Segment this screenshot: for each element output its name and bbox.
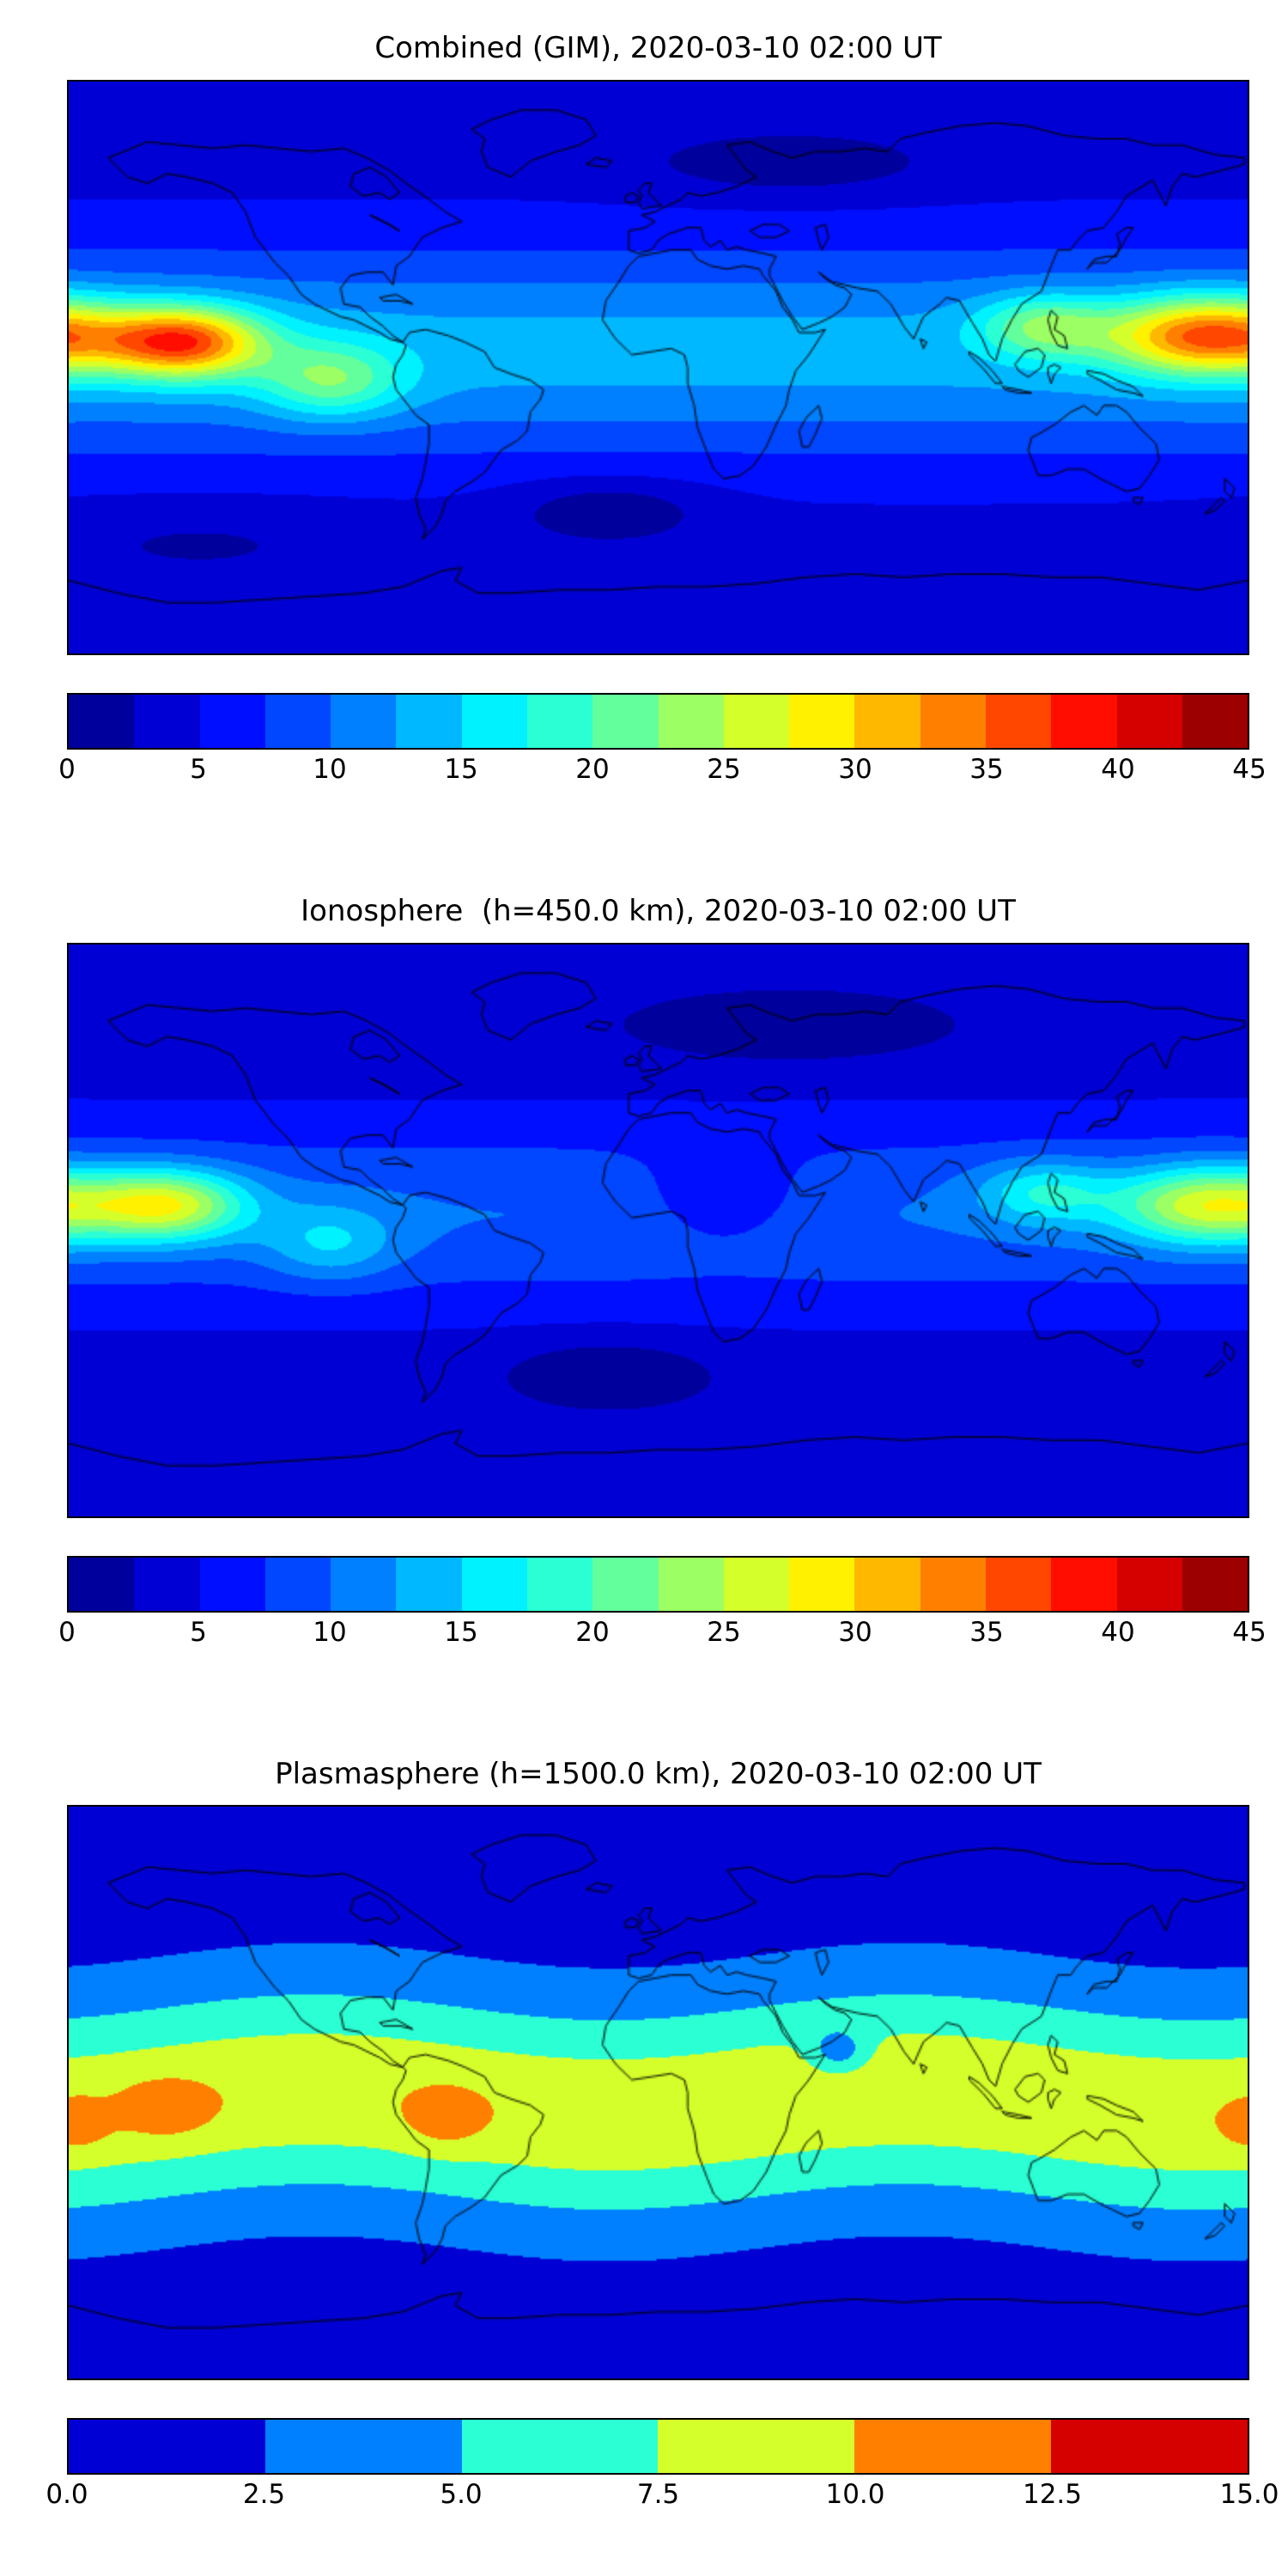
colorbar-tick-label: 10 [313, 1616, 347, 1648]
colorbar-segment [199, 694, 265, 748]
colorbar-segment [264, 2420, 462, 2474]
colorbar-tick-label: 15.0 [1219, 2479, 1279, 2511]
colorbar-segment [134, 1557, 200, 1611]
colorbar-segment [69, 694, 135, 748]
colorbar-segment [920, 1557, 986, 1611]
colorbar-segment [658, 1557, 724, 1611]
colorbar-tick-label: 20 [575, 753, 610, 785]
colorbar-tick-label: 0 [58, 753, 76, 785]
figure: Combined (GIM), 2020-03-10 02:00 UT 0 5 10… [46, 31, 1279, 2518]
colorbar-tick-label: 40 [1101, 1616, 1135, 1648]
map-plasmasphere-canvas [69, 1807, 1248, 2379]
map-combined [67, 79, 1249, 655]
colorbar-segment [461, 1557, 527, 1611]
colorbar-tick-label: 45 [1232, 753, 1267, 785]
colorbar-segment [985, 1557, 1052, 1611]
colorbar-segment [461, 2420, 659, 2474]
colorbar-tick-label: 0.0 [46, 2479, 88, 2511]
colorbar-tick-label: 2.5 [242, 2479, 286, 2511]
colorbar-tick-label: 35 [969, 1616, 1004, 1648]
colorbar-segment [789, 1557, 855, 1611]
colorbar-segment [69, 1557, 135, 1611]
colorbar-segment [396, 1557, 462, 1611]
colorbar-tick-label: 7.5 [636, 2479, 680, 2511]
colorbar-segment [264, 694, 331, 748]
colorbar-segment [854, 2420, 1052, 2474]
colorbar-tick-label: 12.5 [1022, 2479, 1083, 2511]
colorbar-segment [592, 694, 659, 748]
colorbar-tick-label: 25 [707, 753, 741, 785]
panel-plasmasphere: Plasmasphere (h=1500.0 km), 2020-03-10 0… [46, 1756, 1279, 2518]
colorbar-tick-label: 5.0 [440, 2479, 483, 2511]
colorbar-tick-label: 35 [969, 753, 1004, 785]
colorbar-tick-label: 30 [838, 753, 872, 785]
colorbar-segment [658, 694, 724, 748]
panel-combined: Combined (GIM), 2020-03-10 02:00 UT 0 5 10… [58, 31, 1267, 793]
colorbar-tick-label: 15 [444, 753, 478, 785]
colorbar-segment [1051, 694, 1117, 748]
colorbar-tick-label: 20 [575, 1616, 610, 1648]
map-plasmasphere [67, 1805, 1249, 2381]
colorbar-segment [1116, 694, 1182, 748]
colorbar-segment [854, 1557, 920, 1611]
colorbar-segment [1182, 694, 1249, 748]
colorbar-segment [69, 2420, 265, 2474]
colorbar-combined-ticks: 0 5 10 15 20 25 30 35 40 45 [58, 753, 1267, 793]
colorbar-segment [331, 1557, 397, 1611]
map-ionosphere [67, 942, 1249, 1518]
colorbar-tick-label: 5 [190, 753, 207, 785]
colorbar-segment [789, 694, 855, 748]
colorbar-tick-label: 10 [313, 753, 347, 785]
colorbar-segment [264, 1557, 331, 1611]
colorbar-segment [592, 1557, 659, 1611]
colorbar-tick-label: 5 [190, 1616, 207, 1648]
colorbar-plasmasphere-ticks: 0.0 2.5 5.0 7.5 10.0 12.5 15.0 [46, 2479, 1279, 2518]
colorbar-segment [526, 694, 593, 748]
colorbar-plasmasphere [67, 2418, 1249, 2476]
colorbar-segment [1051, 1557, 1117, 1611]
colorbar-segment [854, 694, 920, 748]
colorbar-ionosphere-ticks: 0 5 10 15 20 25 30 35 40 45 [58, 1616, 1267, 1656]
colorbar-tick-label: 30 [838, 1616, 872, 1648]
colorbar-segment [396, 694, 462, 748]
map-combined-canvas [69, 81, 1248, 653]
panel-ionosphere: Ionosphere (h=450.0 km), 2020-03-10 02:0… [58, 893, 1267, 1656]
colorbar-tick-label: 0 [58, 1616, 76, 1648]
colorbar-segment [985, 694, 1052, 748]
colorbar-tick-label: 25 [707, 1616, 741, 1648]
panel-ionosphere-title: Ionosphere (h=450.0 km), 2020-03-10 02:0… [301, 893, 1016, 928]
panel-plasmasphere-title: Plasmasphere (h=1500.0 km), 2020-03-10 0… [275, 1756, 1042, 1791]
colorbar-tick-label: 15 [444, 1616, 478, 1648]
map-ionosphere-canvas [69, 944, 1248, 1516]
colorbar-segment [723, 1557, 790, 1611]
colorbar-tick-label: 45 [1232, 1616, 1267, 1648]
colorbar-segment [134, 694, 200, 748]
colorbar-segment [526, 1557, 593, 1611]
colorbar-tick-label: 10.0 [825, 2479, 885, 2511]
colorbar-segment [1116, 1557, 1182, 1611]
colorbar-segment [199, 1557, 265, 1611]
colorbar-segment [1182, 1557, 1249, 1611]
colorbar-tick-label: 40 [1101, 753, 1135, 785]
colorbar-segment [461, 694, 527, 748]
colorbar-segment [1051, 2420, 1248, 2474]
colorbar-segment [658, 2420, 855, 2474]
colorbar-segment [920, 694, 986, 748]
colorbar-segment [331, 694, 397, 748]
colorbar-ionosphere [67, 1555, 1249, 1613]
panel-combined-title: Combined (GIM), 2020-03-10 02:00 UT [374, 31, 942, 65]
colorbar-segment [723, 694, 790, 748]
colorbar-combined [67, 692, 1249, 750]
